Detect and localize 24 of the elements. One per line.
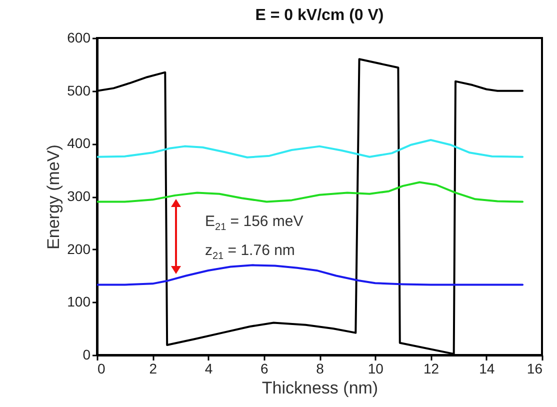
y-axis-title: Energy (meV) — [44, 144, 64, 250]
x-tick-label: 0 — [98, 360, 106, 376]
y-tick-label: 500 — [67, 82, 91, 98]
x-tick-label: 16 — [526, 360, 543, 376]
annotation: E$_{21}$ = 156 meV — [205, 212, 304, 235]
x-axis-title: Thickness (nm) — [262, 378, 378, 398]
x-tick-label: 14 — [479, 360, 495, 376]
x-tick-label: 4 — [204, 360, 213, 376]
x-tick-label: 8 — [316, 360, 324, 376]
x-tick-label: 2 — [149, 360, 158, 376]
y-tick-label: 600 — [67, 30, 91, 46]
line-series — [97, 138, 524, 158]
line-series — [97, 264, 524, 286]
annotation: z$_{21}$ = 1.76 nm — [205, 241, 296, 264]
x-tick-label: 10 — [368, 360, 384, 376]
y-tick-label: 200 — [67, 240, 91, 257]
y-tick-label: 100 — [67, 294, 91, 310]
y-tick-label: 300 — [67, 188, 91, 204]
chart-title: E = 0 kV/cm (0 V) — [255, 7, 384, 24]
y-tick-label: 400 — [67, 135, 91, 152]
y-tick-label: 0 — [82, 346, 91, 362]
line-series — [97, 181, 524, 203]
x-tick-label: 6 — [260, 360, 268, 376]
x-tick-label: 12 — [423, 360, 440, 376]
